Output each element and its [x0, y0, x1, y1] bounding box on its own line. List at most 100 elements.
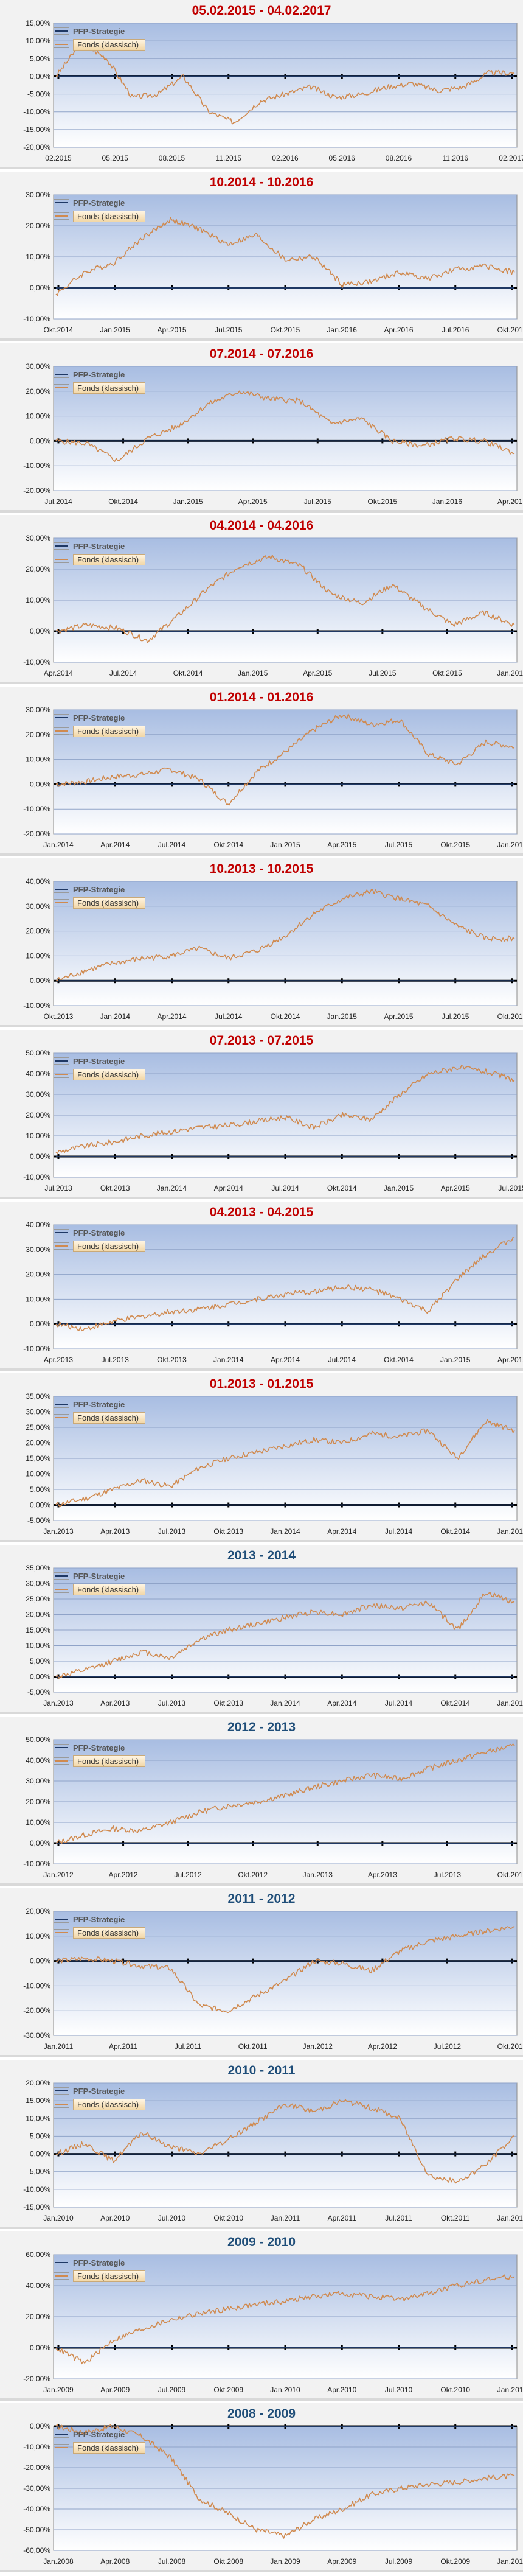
x-tick-label: Apr.2015 [441, 1184, 470, 1192]
x-tick-label: Jul.2014 [385, 1699, 413, 1707]
chart-panel: -10,00% 0,00% 10,00% 20,00% 30,00% 40,00% 50,0… [0, 1030, 523, 1199]
x-tick-label: Jul.2012 [174, 1871, 202, 1879]
chart-panel: -20,00% -10,00% 0,00% 10,00% 20,00% 30,00% Jul… [0, 343, 523, 513]
y-tick-label: 40,00% [26, 1220, 50, 1229]
legend-key [54, 2444, 69, 2451]
y-tick-label: 0,00% [30, 72, 50, 80]
x-tick-label: Jul.2015 [442, 1012, 469, 1021]
legend-key [54, 727, 69, 735]
x-tick-label: 02.2015 [45, 154, 72, 163]
legend-label: Fonds (klassisch) [73, 1755, 146, 1767]
x-tick-label: Jan.2014 [100, 1012, 131, 1021]
chart-title: 07.2013 - 07.2015 [209, 1034, 314, 1048]
legend-label: PFP-Strategie [73, 884, 125, 894]
chart-title: 05.02.2015 - 04.02.2017 [192, 4, 331, 18]
legend-item-strategy: PFP-Strategie [54, 2256, 145, 2269]
x-tick-label: Okt.2014 [213, 841, 243, 849]
x-tick-label: 11.2015 [216, 154, 242, 163]
y-tick-label: 20,00% [26, 730, 50, 739]
x-tick-label: Jul.2008 [158, 2557, 186, 2566]
x-tick-label: Jul.2011 [175, 2042, 202, 2051]
legend-key [54, 212, 69, 220]
x-tick-label: Jan.2011 [497, 2385, 523, 2394]
x-tick-label: Jul.2009 [385, 2557, 413, 2566]
y-tick-label: -20,00% [23, 143, 50, 152]
x-tick-label: Okt.2011 [441, 2214, 470, 2222]
legend-label: PFP-Strategie [73, 26, 125, 36]
chart-title: 01.2014 - 01.2016 [209, 690, 314, 704]
x-tick-label: Apr.2016 [384, 326, 413, 334]
y-tick-label: -50,00% [23, 2525, 50, 2534]
x-tick-label: Okt.2013 [157, 1356, 187, 1364]
legend-item-fonds: Fonds (klassisch) [54, 1068, 146, 1081]
legend-item-strategy: PFP-Strategie [54, 196, 145, 209]
x-tick-label: Jul.2015 [304, 497, 332, 506]
legend-key [54, 1929, 69, 1936]
legend: PFP-Strategie Fonds (klassisch) [54, 1913, 146, 1939]
x-tick-label: Jul.2014 [271, 1184, 299, 1192]
legend-item-strategy: PFP-Strategie [54, 24, 145, 38]
x-tick-label: Okt.2013 [497, 1871, 523, 1879]
x-tick-label: Apr.2014 [44, 669, 73, 677]
x-tick-label: Jul.2012 [434, 2042, 462, 2051]
legend-item-fonds: Fonds (klassisch) [54, 1583, 146, 1596]
fonds-line [55, 713, 515, 806]
y-tick-label: 20,00% [26, 1797, 50, 1806]
y-tick-label: 10,00% [26, 1470, 50, 1479]
legend-key [54, 1744, 69, 1751]
legend-item-strategy: PFP-Strategie [54, 1741, 145, 1754]
chart-svg: -60,00% -50,00% -40,00% -30,00% -20,00% -10,0… [23, 2422, 523, 2566]
y-tick-label: -20,00% [23, 2375, 50, 2383]
legend-key [54, 199, 69, 206]
legend-label: PFP-Strategie [73, 198, 125, 208]
x-tick-label: Okt.2010 [440, 2385, 470, 2394]
fonds-line [55, 1419, 515, 1507]
x-tick-label: Jan.2014 [213, 1356, 244, 1364]
fonds-line [55, 2099, 515, 2184]
y-tick-label: 30,00% [26, 705, 50, 714]
legend-label: PFP-Strategie [73, 2258, 125, 2267]
x-tick-label: Jan.2015 [384, 1184, 414, 1192]
x-tick-label: Jul.2013 [102, 1356, 130, 1364]
x-tick-label: Okt.2014 [440, 1699, 470, 1707]
fonds-line [55, 1236, 515, 1332]
y-tick-label: -10,00% [23, 461, 50, 470]
chart-panel: -5,00% 0,00% 5,00% 10,00% 15,00% 20,00% 25,00%… [0, 1373, 523, 1542]
legend-item-strategy: PFP-Strategie [54, 1398, 145, 1411]
legend-item-fonds: Fonds (klassisch) [54, 553, 146, 566]
legend-key [54, 1229, 69, 1236]
y-tick-label: 10,00% [26, 1818, 50, 1827]
y-tick-label: 25,00% [26, 1595, 50, 1603]
x-tick-label: Okt.2009 [440, 2557, 470, 2566]
x-tick-label: Apr.2015 [238, 497, 268, 506]
x-tick-label: Okt.2015 [368, 497, 398, 506]
x-tick-label: Okt.2015 [497, 1012, 523, 1021]
x-tick-label: Jan.2016 [497, 669, 523, 677]
chart-panel: -10,00% 0,00% 10,00% 20,00% 30,00% 40,00% Apr.… [0, 1202, 523, 1371]
chart-svg: -10,00% 0,00% 10,00% 20,00% 30,00% 40,00% Apr.… [23, 1220, 523, 1364]
x-tick-label: Jul.2010 [158, 2214, 186, 2222]
y-tick-label: -5,00% [27, 1516, 50, 1525]
legend-item-fonds: Fonds (klassisch) [54, 724, 146, 738]
legend: PFP-Strategie Fonds (klassisch) [54, 196, 146, 223]
y-tick-label: 30,00% [26, 191, 50, 199]
y-tick-label: 0,00% [30, 1957, 50, 1965]
y-tick-label: -5,00% [27, 2168, 50, 2176]
y-tick-label: 30,00% [26, 1777, 50, 1785]
x-tick-label: Apr.2010 [327, 2385, 356, 2394]
fonds-line [55, 2274, 515, 2365]
legend-key [54, 1401, 69, 1408]
legend-label: PFP-Strategie [73, 1228, 125, 1237]
chart-panel: -5,00% 0,00% 5,00% 10,00% 15,00% 20,00% 25,00%… [0, 1545, 523, 1714]
x-tick-label: Jul.2010 [385, 2385, 413, 2394]
legend-label: Fonds (klassisch) [73, 1240, 146, 1252]
y-tick-label: 0,00% [30, 436, 50, 445]
y-tick-label: 5,00% [30, 2132, 50, 2140]
legend: PFP-Strategie Fonds (klassisch) [54, 2084, 146, 2111]
chart-title: 10.2013 - 10.2015 [209, 862, 314, 876]
x-tick-label: Okt.2014 [173, 669, 203, 677]
legend-label: Fonds (klassisch) [73, 1927, 146, 1939]
x-tick-label: Jan.2015 [440, 1356, 471, 1364]
x-tick-label: Okt.2009 [213, 2385, 243, 2394]
y-tick-label: 0,00% [30, 2343, 50, 2352]
